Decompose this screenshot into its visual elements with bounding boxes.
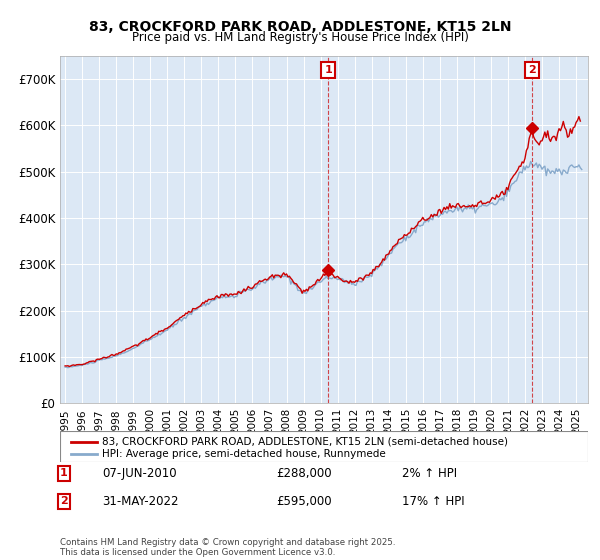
Text: 2% ↑ HPI: 2% ↑ HPI xyxy=(402,466,457,480)
Text: £288,000: £288,000 xyxy=(276,466,332,480)
Text: 1: 1 xyxy=(324,65,332,75)
Text: 2: 2 xyxy=(528,65,536,75)
Text: 83, CROCKFORD PARK ROAD, ADDLESTONE, KT15 2LN: 83, CROCKFORD PARK ROAD, ADDLESTONE, KT1… xyxy=(89,20,511,34)
Text: 17% ↑ HPI: 17% ↑ HPI xyxy=(402,494,464,508)
Text: 1: 1 xyxy=(60,468,68,478)
Text: Price paid vs. HM Land Registry's House Price Index (HPI): Price paid vs. HM Land Registry's House … xyxy=(131,31,469,44)
Text: 83, CROCKFORD PARK ROAD, ADDLESTONE, KT15 2LN (semi-detached house): 83, CROCKFORD PARK ROAD, ADDLESTONE, KT1… xyxy=(102,437,508,447)
FancyBboxPatch shape xyxy=(60,431,588,462)
Text: Contains HM Land Registry data © Crown copyright and database right 2025.
This d: Contains HM Land Registry data © Crown c… xyxy=(60,538,395,557)
Text: 07-JUN-2010: 07-JUN-2010 xyxy=(102,466,176,480)
Text: £595,000: £595,000 xyxy=(276,494,332,508)
Text: HPI: Average price, semi-detached house, Runnymede: HPI: Average price, semi-detached house,… xyxy=(102,449,386,459)
Text: 2: 2 xyxy=(60,496,68,506)
Text: 31-MAY-2022: 31-MAY-2022 xyxy=(102,494,179,508)
